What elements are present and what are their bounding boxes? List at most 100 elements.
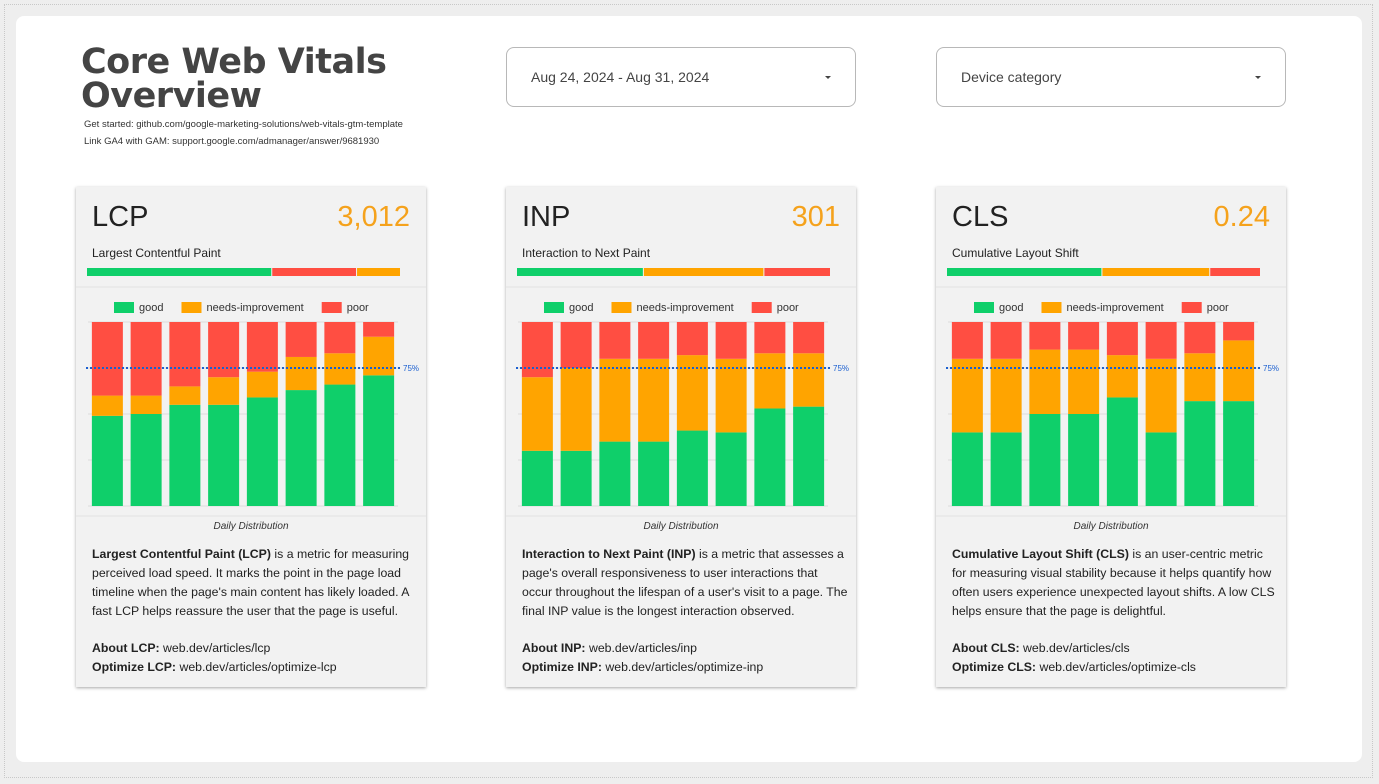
description: Cumulative Layout Shift (CLS) is an user… — [952, 545, 1278, 621]
bar-segment — [715, 358, 747, 433]
metric-subtitle: Interaction to Next Paint — [522, 246, 651, 260]
bar-segment — [1184, 353, 1216, 402]
date-filter[interactable]: Aug 24, 2024 - Aug 31, 2024 — [506, 47, 856, 107]
legend-label: needs-improvement — [206, 302, 303, 314]
metric-value: 301 — [791, 201, 840, 233]
legend-swatch — [114, 302, 134, 313]
link-text: web.dev/articles/optimize-inp — [601, 660, 764, 674]
header-link[interactable]: Link GA4 with GAM: support.google.com/ad… — [84, 136, 380, 147]
legend-swatch — [611, 302, 632, 313]
bar-segment — [169, 386, 201, 405]
summary-segment — [87, 268, 272, 276]
summary-segment — [272, 268, 357, 276]
header-link[interactable]: Get started: github.com/google-marketing… — [84, 119, 403, 130]
legend-swatch — [974, 302, 994, 313]
description: Interaction to Next Paint (INP) is a met… — [522, 545, 848, 621]
bar-segment — [324, 322, 356, 354]
metric-name: CLS — [952, 201, 1009, 233]
bar-segment — [1106, 355, 1138, 398]
metric-name: INP — [522, 201, 571, 233]
bar-segment — [1068, 349, 1100, 414]
metric-card: CLS 0.24 Cumulative Layout Shift good needs-… — [936, 187, 1286, 687]
summary-segment — [764, 268, 830, 276]
device-filter[interactable]: Device category — [936, 47, 1286, 107]
description-lead: Cumulative Layout Shift (CLS) — [952, 547, 1129, 561]
bar-segment — [676, 430, 708, 506]
bar-segment — [990, 322, 1022, 359]
dropdown-arrow — [825, 76, 831, 79]
bar-segment — [754, 353, 786, 409]
bar-segment — [91, 415, 123, 506]
description: Largest Contentful Paint (LCP) is a metr… — [92, 545, 418, 621]
bar-segment — [1029, 322, 1061, 350]
bar-segment — [521, 377, 553, 451]
chart-caption: Daily Distribution — [1073, 521, 1148, 532]
bar-segment — [91, 395, 123, 416]
chart-caption: Daily Distribution — [643, 521, 718, 532]
bar-segment — [208, 377, 240, 405]
legend-swatch — [181, 302, 202, 313]
legend-swatch — [1041, 302, 1062, 313]
description-lead: Interaction to Next Paint (INP) — [522, 547, 696, 561]
metric-subtitle: Largest Contentful Paint — [92, 246, 221, 260]
description-text: is a metric for measuring perceived load… — [92, 547, 410, 618]
bar-segment — [560, 368, 592, 451]
bar-segment — [754, 322, 786, 354]
bar-segment — [130, 395, 162, 414]
resource-link[interactable]: Optimize LCP: web.dev/articles/optimize-… — [92, 660, 337, 674]
resource-link[interactable]: Optimize CLS: web.dev/articles/optimize-… — [952, 660, 1196, 674]
reference-label: 75% — [1263, 364, 1279, 373]
bar-segment — [1223, 340, 1255, 402]
link-label: About LCP: — [92, 641, 160, 655]
bar-segment — [638, 322, 670, 359]
card-graphics: good needs-improvement poor 75% Daily Distri… — [936, 268, 1286, 532]
resource-link[interactable]: About LCP: web.dev/articles/lcp — [92, 641, 270, 655]
bar-segment — [363, 322, 395, 337]
bar-segment — [793, 322, 825, 354]
summary-segment — [517, 268, 643, 276]
bar-segment — [560, 450, 592, 506]
bar-segment — [990, 432, 1022, 506]
bar-segment — [285, 356, 317, 391]
legend-swatch — [544, 302, 564, 313]
bar-segment — [951, 358, 983, 433]
bar-segment — [638, 441, 670, 506]
bar-segment — [1184, 322, 1216, 354]
bar-segment — [1184, 401, 1216, 506]
bar-segment — [285, 322, 317, 357]
card-graphics: good needs-improvement poor 75% Daily Distri… — [506, 268, 856, 532]
bar-segment — [715, 432, 747, 506]
bar-segment — [990, 358, 1022, 433]
bar-segment — [638, 358, 670, 442]
metric-name: LCP — [92, 201, 149, 233]
bar-segment — [208, 404, 240, 506]
bar-segment — [1029, 349, 1061, 414]
resource-link[interactable]: Optimize INP: web.dev/articles/optimize-… — [522, 660, 763, 674]
bar-segment — [1029, 414, 1061, 506]
legend-label: needs-improvement — [636, 302, 733, 314]
legend-label: good — [569, 302, 593, 314]
filter-label: Device category — [961, 69, 1062, 85]
summary-segment — [643, 268, 764, 276]
bar-segment — [1145, 432, 1177, 506]
link-text: web.dev/articles/cls — [1019, 641, 1130, 655]
legend-swatch — [1181, 302, 1202, 313]
description-text: is an user-centric metric for measuring … — [952, 547, 1275, 618]
link-label: About CLS: — [952, 641, 1020, 655]
resource-link[interactable]: About CLS: web.dev/articles/cls — [952, 641, 1130, 655]
bar-segment — [1106, 322, 1138, 356]
card-graphics: good needs-improvement poor 75% Daily Distri… — [76, 268, 426, 532]
bar-segment — [754, 408, 786, 506]
reference-label: 75% — [833, 364, 849, 373]
metric-subtitle: Cumulative Layout Shift — [952, 246, 1079, 260]
bar-segment — [1068, 414, 1100, 506]
bar-segment — [285, 390, 317, 506]
bar-segment — [599, 322, 631, 359]
bar-segment — [1106, 397, 1138, 506]
description-lead: Largest Contentful Paint (LCP) — [92, 547, 271, 561]
resource-link[interactable]: About INP: web.dev/articles/inp — [522, 641, 697, 655]
bar-segment — [91, 322, 123, 396]
link-label: Optimize INP: — [522, 660, 602, 674]
bar-segment — [246, 397, 278, 506]
bar-segment — [521, 450, 553, 506]
